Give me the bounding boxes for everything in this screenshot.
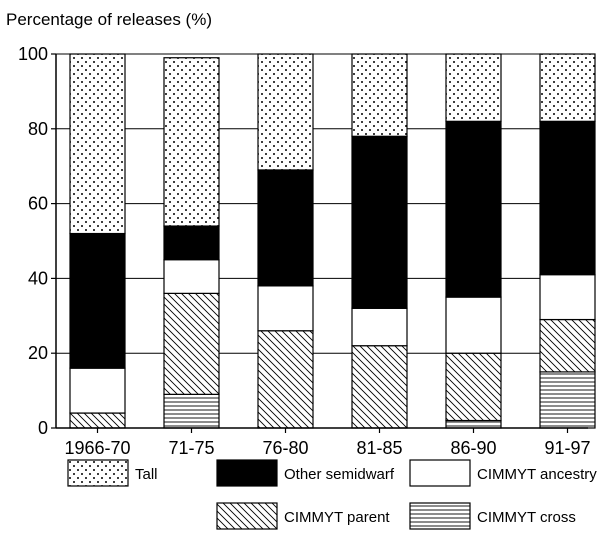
bar-segment: [351, 307, 408, 347]
legend-item: CIMMYT parent: [216, 502, 390, 530]
bar-segment: [257, 169, 314, 287]
legend-swatch: [409, 459, 471, 487]
y-axis-title: Percentage of releases (%): [6, 10, 212, 29]
legend-item: CIMMYT ancestry: [409, 459, 597, 487]
bar-segment: [351, 345, 408, 429]
y-axis-ticks: 0 20 40 60 80 100: [18, 44, 56, 438]
bar-segment: [445, 419, 502, 429]
bar-segment: [69, 232, 126, 369]
y-tick-label: 20: [28, 343, 48, 363]
bar-segment: [445, 352, 502, 422]
bar-segment: [163, 393, 220, 429]
bar-segment: [257, 330, 314, 429]
bar-segment: [445, 53, 502, 122]
x-tick-label: 76-80: [262, 438, 308, 458]
bar-segment: [163, 292, 220, 395]
gridlines: [56, 53, 588, 354]
bar-segment: [163, 225, 220, 261]
bar-segment: [445, 296, 502, 354]
bar-segment: [445, 120, 502, 298]
bar-segment: [539, 53, 596, 122]
bar-stack: [445, 53, 502, 429]
bar-segment: [69, 53, 126, 235]
bar-segment: [539, 318, 596, 373]
bar-stack: [539, 53, 596, 429]
legend-label: CIMMYT parent: [284, 509, 390, 526]
x-tick-label: 71-75: [168, 438, 214, 458]
x-tick-label: 81-85: [356, 438, 402, 458]
bar-segment: [351, 135, 408, 309]
x-tick-label: 86-90: [450, 438, 496, 458]
x-tick-label: 1966-70: [64, 438, 130, 458]
bar-stack: [69, 53, 126, 429]
x-tick-label: 91-97: [544, 438, 590, 458]
legend: Tall Other semidwarf CIMMYT ancestry CIMMYT…: [67, 459, 597, 530]
legend-label: CIMMYT ancestry: [477, 466, 597, 483]
legend-label: Other semidwarf: [284, 466, 395, 483]
legend-item: Other semidwarf: [216, 459, 395, 487]
y-tick-label: 60: [28, 194, 48, 214]
bar-segment: [257, 285, 314, 332]
legend-swatch: [409, 502, 471, 530]
bar-segment: [351, 53, 408, 137]
y-tick-label: 80: [28, 119, 48, 139]
bar-segment: [163, 57, 220, 227]
y-tick-label: 40: [28, 268, 48, 288]
legend-item: Tall: [67, 459, 158, 487]
bar-segment: [539, 371, 596, 429]
bars: [69, 53, 596, 429]
bar-segment: [257, 53, 314, 171]
bar-stack: [351, 53, 408, 429]
bar-stack: [257, 53, 314, 429]
legend-label: CIMMYT cross: [477, 509, 576, 526]
bar-segment: [539, 274, 596, 321]
legend-label: Tall: [135, 466, 158, 483]
legend-item: CIMMYT cross: [409, 502, 576, 530]
bar-segment: [539, 120, 596, 276]
legend-swatch: [216, 502, 278, 530]
bar-segment: [163, 259, 220, 294]
y-tick-label: 0: [38, 418, 48, 438]
legend-swatch: [216, 459, 278, 487]
legend-swatch: [67, 459, 129, 487]
bar-stack: [163, 57, 220, 429]
bar-segment: [69, 412, 126, 429]
bar-segment: [69, 367, 126, 414]
y-tick-label: 100: [18, 44, 48, 64]
axes: [55, 54, 588, 429]
x-axis-ticks: 1966-70 71-75 76-80 81-85 86-90 91-97: [64, 428, 591, 458]
